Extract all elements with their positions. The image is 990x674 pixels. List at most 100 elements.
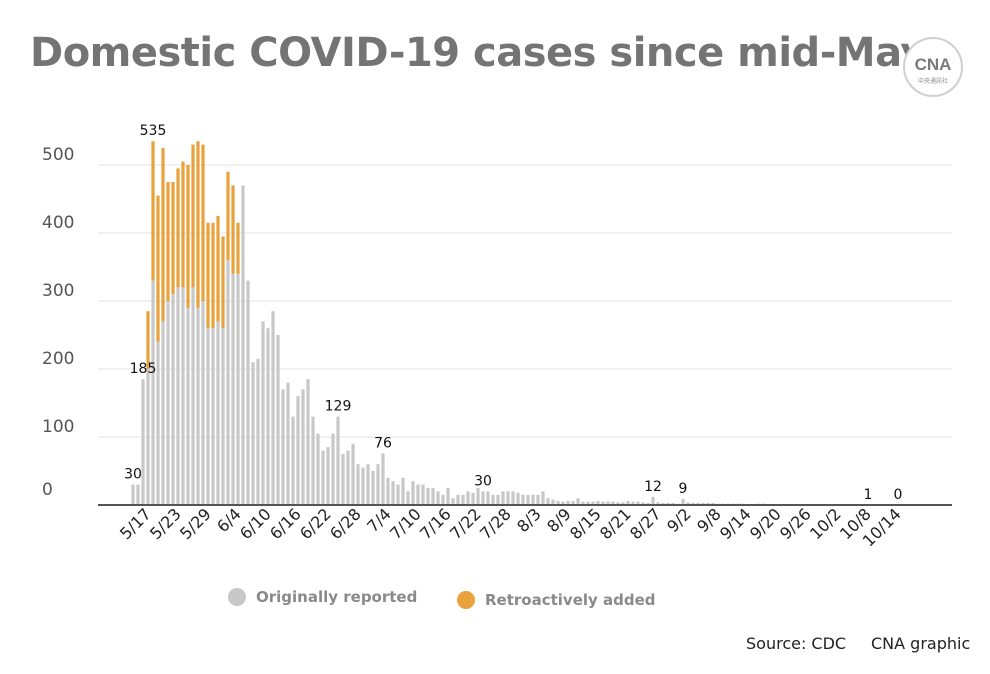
bar-original [436, 491, 440, 505]
bar-original [466, 491, 470, 505]
data-label: 129 [325, 399, 352, 415]
bar-original [261, 321, 265, 505]
bar-original [316, 433, 320, 505]
bar-original [611, 501, 615, 505]
bar-original [626, 500, 630, 505]
bar-retro [161, 148, 165, 322]
bar-original [236, 273, 240, 505]
legend-swatch-retro [457, 591, 475, 609]
source-note: Source: CDC [746, 634, 847, 653]
y-tick-label: 0 [42, 480, 53, 500]
bar-original [686, 502, 690, 505]
bar-retro [156, 195, 160, 342]
x-tick-label: 7/22 [446, 504, 485, 543]
bar-retro [221, 236, 225, 329]
bar-retro [146, 311, 150, 369]
bar-original [491, 494, 495, 505]
x-tick-label: 5/29 [176, 504, 215, 543]
bar-original [401, 477, 405, 505]
bar-original [656, 502, 660, 505]
bar-original [296, 396, 300, 505]
bar-original [501, 491, 505, 505]
bar-original [426, 488, 430, 505]
bar-original [136, 484, 140, 505]
bar-original [226, 260, 230, 505]
bar-retro [166, 182, 170, 301]
bar-original [386, 477, 390, 505]
data-label: 76 [374, 435, 392, 451]
bar-original [661, 502, 665, 505]
bar-original [166, 301, 170, 505]
bar-original [451, 498, 455, 505]
bar-retro [216, 216, 220, 322]
bar-original [456, 494, 460, 505]
bar-original [366, 464, 370, 505]
x-tick-label: 8/15 [566, 504, 605, 543]
logo-text: CNA [915, 55, 952, 74]
bar-original [641, 502, 645, 505]
bar-original [536, 494, 540, 505]
bar-original [431, 488, 435, 505]
bar-original [526, 494, 530, 505]
bar-original [706, 502, 710, 505]
x-tick-label: 9/2 [663, 504, 695, 536]
y-tick-label: 300 [42, 281, 74, 301]
legend-label-retro: Retroactively added [485, 591, 656, 609]
bar-original [601, 501, 605, 505]
x-tick-label: 7/16 [416, 504, 455, 543]
bar-original [636, 501, 640, 505]
bar-original [496, 494, 500, 505]
bar-original [446, 488, 450, 505]
data-label: 0 [894, 487, 903, 503]
bar-retro [231, 185, 235, 274]
bar-original [621, 502, 625, 505]
bar-retro [206, 222, 210, 329]
bar-original [281, 389, 285, 505]
bar-original [141, 379, 145, 505]
bar-original [151, 280, 155, 505]
bar-original [176, 287, 180, 505]
bar-retro [196, 141, 200, 308]
bar-original [681, 498, 685, 505]
bar-original [271, 311, 275, 505]
bar-original [276, 335, 280, 505]
bar-original [196, 307, 200, 505]
bar-retro [211, 222, 215, 329]
data-label: 30 [474, 473, 492, 489]
y-tick-label: 400 [42, 213, 74, 233]
data-label: 12 [644, 479, 662, 495]
x-axis-ticks: 5/175/235/296/46/106/166/226/287/47/107/… [116, 504, 905, 550]
bar-original [286, 382, 290, 505]
bar-original [156, 341, 160, 505]
bar-original [651, 496, 655, 505]
bar-original [506, 491, 510, 505]
x-tick-label: 6/16 [266, 504, 305, 543]
legend-item-original: Originally reported [228, 588, 417, 606]
bar-original [571, 500, 575, 505]
bar-original [216, 321, 220, 505]
bar-original [411, 481, 415, 505]
bar-original [381, 453, 385, 505]
bar-original [341, 454, 345, 505]
bar-original [666, 502, 670, 505]
bar-original [291, 416, 295, 505]
bar-original [181, 287, 185, 505]
bar-original [631, 501, 635, 505]
bar-original [206, 328, 210, 505]
bar-original [246, 280, 250, 505]
data-label: 535 [140, 123, 167, 139]
bar-original [421, 484, 425, 505]
bar-original [521, 494, 525, 505]
bar-original [701, 502, 705, 505]
x-tick-label: 9/14 [716, 504, 755, 543]
bar-original [211, 328, 215, 505]
x-tick-label: 9/26 [776, 504, 815, 543]
x-tick-label: 5/17 [116, 504, 155, 543]
bar-original [306, 379, 310, 505]
bar-original [251, 362, 255, 505]
bar-retro [181, 161, 185, 288]
bar-original [161, 321, 165, 505]
bar-original [476, 488, 480, 505]
bar-original [186, 307, 190, 505]
